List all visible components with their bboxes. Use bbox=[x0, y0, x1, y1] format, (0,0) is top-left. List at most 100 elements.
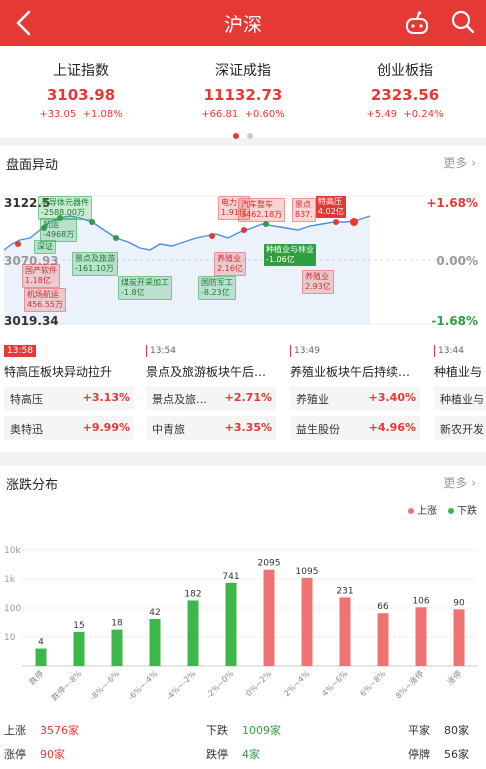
distribution-bar[interactable] bbox=[149, 618, 161, 666]
event-card[interactable]: 13:54 景点及旅游板块午后… 景点及旅… +2.71% 中青旅 +3.35% bbox=[146, 338, 286, 440]
distribution-bar[interactable] bbox=[339, 597, 351, 666]
distribution-bar[interactable] bbox=[35, 648, 47, 666]
y-axis-bottom-label: 3019.34 bbox=[4, 314, 59, 328]
event-card[interactable]: 13:49 养殖业板块午后持续… 养殖业 +3.40% 益生股份 +4.96% bbox=[290, 338, 430, 440]
index-value: 2323.56 bbox=[370, 86, 440, 104]
more-link[interactable]: 更多 › bbox=[443, 156, 476, 170]
chart-annotation[interactable]: 养殖业 2.93亿 bbox=[302, 270, 334, 294]
chart-annotation[interactable]: 景点及旅游 -161.10万 bbox=[72, 252, 118, 276]
intraday-chart: 3122.5 3070.93 3019.34 +1.68% 0.00% -1.6… bbox=[0, 178, 486, 328]
rise-fall-distribution-section: 涨跌分布 更多 › 上涨 下跌 10k 1k 100 10 4 跌停 15 跌停~-8% 18 -… bbox=[0, 466, 486, 714]
x-category-label: -6%~-4% bbox=[126, 669, 159, 702]
distribution-bar[interactable] bbox=[377, 613, 389, 666]
stat-limit-down: 跌停 4家 bbox=[206, 748, 260, 761]
bar-value-label: 106 bbox=[412, 596, 429, 606]
event-card[interactable]: 13:58 特高压板块异动拉升 特高压 +3.13% 奥特迅 +9.99% bbox=[4, 338, 144, 440]
distribution-bar[interactable] bbox=[263, 569, 275, 666]
carousel-dot-active[interactable] bbox=[233, 133, 239, 139]
stat-flat: 平家 80家 bbox=[408, 724, 469, 737]
x-category-label: 跌停~-8% bbox=[49, 668, 83, 702]
event-stock[interactable]: 景点及旅… +2.71% bbox=[146, 386, 276, 410]
bar-value-label: 18 bbox=[111, 619, 123, 629]
distribution-bar[interactable] bbox=[111, 629, 123, 666]
chart-annotation[interactable]: 机场航运 456.55万 bbox=[24, 288, 66, 312]
bar-value-label: 4 bbox=[38, 638, 44, 648]
event-title: 养殖业板块午后持续… bbox=[290, 365, 411, 379]
stat-halt: 停牌 56家 bbox=[408, 748, 469, 761]
distribution-bar[interactable] bbox=[301, 577, 313, 666]
x-category-label: 跌停 bbox=[27, 668, 45, 686]
distribution-bar[interactable] bbox=[453, 609, 465, 666]
stat-down: 下跌 1009家 bbox=[206, 724, 281, 737]
index-name: 深证成指 bbox=[215, 63, 271, 79]
x-category-label: 6%~8% bbox=[358, 669, 387, 698]
bar-value-label: 15 bbox=[73, 621, 84, 631]
distribution-bar[interactable] bbox=[225, 582, 237, 666]
x-category-label: -2%~0% bbox=[204, 669, 235, 700]
index-change: +5.49 +0.24% bbox=[366, 109, 444, 120]
event-time: 13:49 bbox=[290, 345, 323, 357]
index-name: 上证指数 bbox=[53, 63, 109, 79]
carousel-dots bbox=[0, 124, 486, 143]
index-card-shanghai[interactable]: 上证指数 3103.98 +33.05 +1.08% bbox=[0, 60, 162, 120]
distribution-bar[interactable] bbox=[73, 631, 85, 666]
bar-value-label: 231 bbox=[336, 586, 353, 596]
chart-annotation[interactable]: 深证 bbox=[34, 240, 56, 254]
event-title: 景点及旅游板块午后… bbox=[146, 365, 267, 379]
event-stock[interactable]: 中青旅 +3.35% bbox=[146, 416, 276, 440]
chart-annotation[interactable]: 国防军工 -8.23亿 bbox=[198, 276, 236, 300]
back-arrow-icon[interactable] bbox=[10, 8, 38, 38]
bar-value-label: 182 bbox=[184, 589, 201, 599]
chart-annotation-highlight[interactable]: 特高压 4.02亿 bbox=[316, 196, 346, 218]
more-link[interactable]: 更多 › bbox=[443, 476, 476, 490]
event-stock[interactable]: 益生股份 +4.96% bbox=[290, 416, 420, 440]
index-value: 3103.98 bbox=[46, 86, 116, 104]
event-title: 特高压板块异动拉升 bbox=[4, 365, 113, 379]
event-card[interactable]: 13:44 种植业与 种植业与 新农开发 bbox=[434, 338, 486, 440]
chart-annotation[interactable]: 航运 -4968万 bbox=[40, 218, 78, 242]
chart-annotation[interactable]: 半导体元器件 -2588.00万 bbox=[38, 196, 92, 220]
chart-annotation[interactable]: 汽车整车 3462.18万 bbox=[238, 198, 286, 222]
index-value: 11132.73 bbox=[203, 86, 283, 104]
distribution-bar[interactable] bbox=[415, 607, 427, 666]
y-tick-label: 1k bbox=[4, 575, 16, 585]
section-title: 涨跌分布 bbox=[6, 478, 59, 493]
chart-annotation-highlight[interactable]: 种植业与林业 -1.06亿 bbox=[264, 244, 316, 266]
event-stock[interactable]: 新农开发 bbox=[434, 416, 486, 440]
bar-value-label: 741 bbox=[222, 572, 239, 582]
event-stock[interactable]: 种植业与 bbox=[434, 386, 486, 410]
search-icon[interactable] bbox=[450, 9, 476, 35]
stat-limit-up: 涨停 90家 bbox=[4, 748, 65, 761]
distribution-bar[interactable] bbox=[187, 600, 199, 666]
x-category-label: 0%~2% bbox=[244, 669, 273, 698]
x-category-label: 8%~涨停 bbox=[393, 668, 425, 700]
index-name: 创业板指 bbox=[377, 63, 433, 79]
event-stock[interactable]: 特高压 +3.13% bbox=[4, 386, 134, 410]
index-card-chinext[interactable]: 创业板指 2323.56 +5.49 +0.24% bbox=[324, 60, 486, 120]
index-card-shenzhen[interactable]: 深证成指 11132.73 +66.81 +0.60% bbox=[162, 60, 324, 120]
event-stock[interactable]: 奥特迅 +9.99% bbox=[4, 416, 134, 440]
event-time: 13:58 bbox=[4, 345, 36, 357]
y-tick-label: 10k bbox=[4, 546, 21, 556]
chart-annotation[interactable]: 景点 837. bbox=[292, 198, 316, 222]
legend-up: 上涨 bbox=[408, 502, 437, 517]
event-stock[interactable]: 养殖业 +3.40% bbox=[290, 386, 420, 410]
bar-value-label: 2095 bbox=[258, 559, 281, 569]
bar-value-label: 42 bbox=[149, 608, 160, 618]
robot-assistant-icon[interactable] bbox=[404, 10, 430, 36]
top-bar: 沪深 bbox=[0, 0, 486, 46]
distribution-bar-chart: 10k 1k 100 10 4 跌停 15 跌停~-8% 18 -8%~-6% 42 -6%~-4% 1… bbox=[4, 546, 478, 702]
y-tick-label: 10 bbox=[4, 633, 16, 643]
chart-annotation[interactable]: 煤炭开采加工 -1.8亿 bbox=[118, 276, 172, 300]
chart-annotation[interactable]: 电力 1.91亿 bbox=[218, 196, 250, 220]
event-title: 种植业与 bbox=[434, 365, 483, 379]
chart-annotation[interactable]: 国产软件 1.18亿 bbox=[22, 264, 60, 288]
event-time: 13:44 bbox=[434, 345, 467, 357]
pct-mid-label: 0.00% bbox=[436, 254, 478, 268]
carousel-dot[interactable] bbox=[247, 133, 253, 139]
chart-annotation[interactable]: 养殖业 2.16亿 bbox=[214, 252, 246, 276]
anomaly-event-list: 13:58 特高压板块异动拉升 特高压 +3.13% 奥特迅 +9.99% 13:5… bbox=[0, 338, 486, 448]
legend-down-swatch bbox=[448, 508, 454, 514]
index-change: +66.81 +0.60% bbox=[201, 109, 285, 120]
legend-down: 下跌 bbox=[448, 502, 477, 517]
